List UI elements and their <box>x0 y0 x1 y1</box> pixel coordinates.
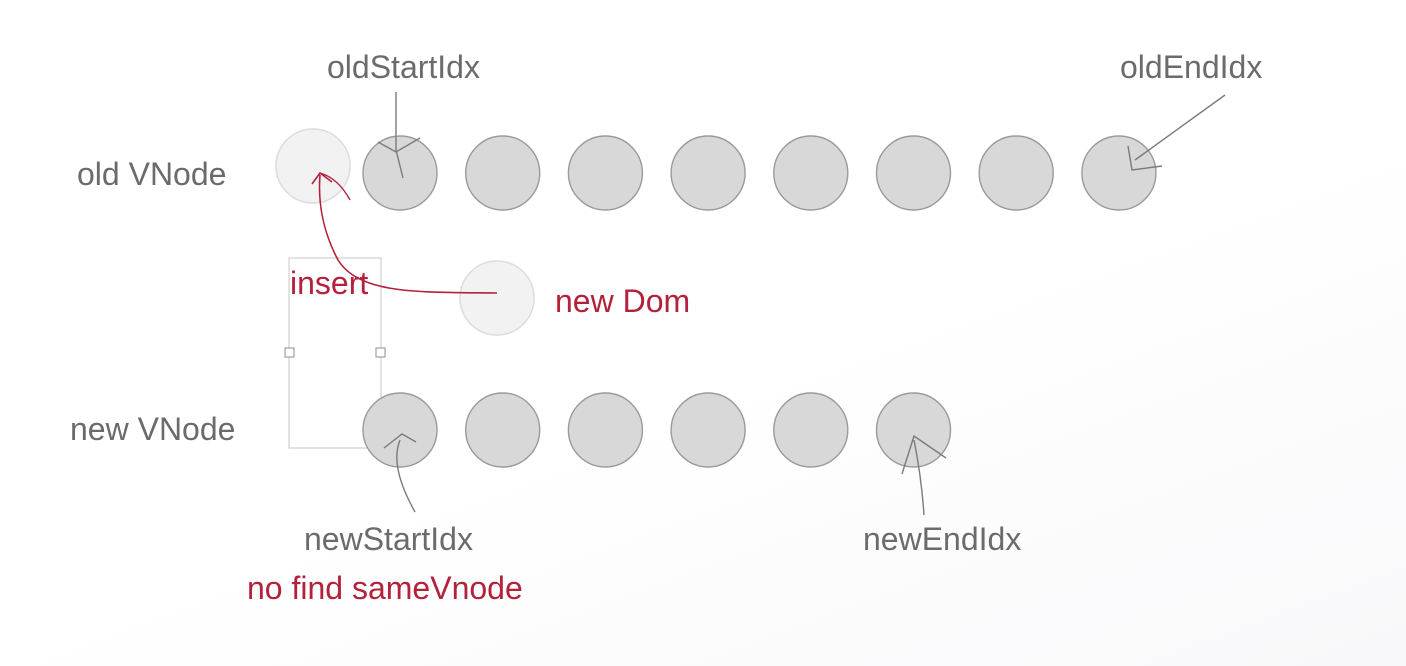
old-vnode-node-6 <box>875 135 952 211</box>
new-end-pointer <box>913 439 925 516</box>
new-end-idx-label: newEndIdx <box>863 521 1022 557</box>
new-vnode-list <box>362 392 952 468</box>
old-vnode-node-5 <box>773 135 849 211</box>
no-find-same-vnode-label: no find sameVnode <box>247 570 523 606</box>
new-vnode-node-5 <box>773 392 849 468</box>
new-start-idx-label: newStartIdx <box>304 521 473 557</box>
old-vnode-node-3 <box>567 135 644 211</box>
inserted-slot-node <box>275 128 351 204</box>
old-vnode-node-2 <box>465 135 541 211</box>
new-vnode-row-label: new VNode <box>70 411 236 447</box>
new-dom-node <box>459 260 535 336</box>
insert-label: insert <box>290 265 369 301</box>
old-end-idx-label: oldEndIdx <box>1120 49 1263 85</box>
old-vnode-list <box>362 135 1157 211</box>
old-start-idx-label: oldStartIdx <box>327 49 480 85</box>
old-start-pointer <box>395 92 404 179</box>
new-start-pointer <box>396 439 416 513</box>
old-end-pointer <box>1134 94 1226 161</box>
new-end-pointer-head <box>901 434 947 475</box>
old-vnode-node-4 <box>670 135 746 211</box>
new-vnode-node-4 <box>670 392 746 468</box>
old-vnode-node-1 <box>362 135 438 211</box>
old-vnode-node-8 <box>1081 135 1157 211</box>
new-vnode-node-2 <box>465 392 541 468</box>
old-start-pointer-head <box>377 137 421 153</box>
old-vnode-node-7 <box>978 135 1054 211</box>
selection-handle-right <box>375 347 386 358</box>
old-end-pointer-head <box>1127 145 1163 171</box>
insert-arrow <box>318 174 498 294</box>
new-vnode-node-3 <box>567 392 644 468</box>
old-vnode-row-label: old VNode <box>77 156 227 192</box>
new-vnode-node-6 <box>875 392 952 468</box>
new-dom-label: new Dom <box>555 283 691 319</box>
insert-arrow-tail <box>319 172 351 201</box>
new-start-pointer-head <box>383 433 417 449</box>
selection-handle-left <box>284 347 295 358</box>
new-vnode-node-1 <box>362 392 438 468</box>
